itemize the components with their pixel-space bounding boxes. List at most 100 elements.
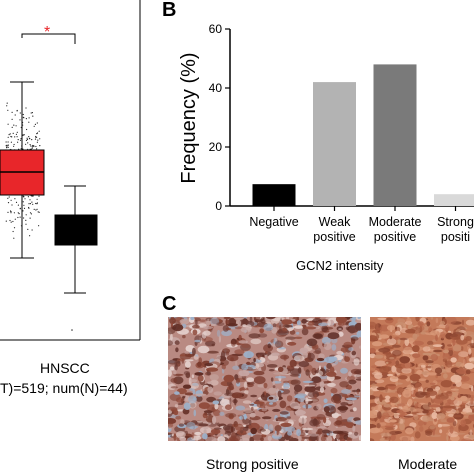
- tissue-speck: [352, 425, 356, 432]
- tumor-point: [23, 217, 25, 219]
- group-label: HNSCC: [40, 360, 90, 376]
- tissue-speck: [250, 427, 257, 435]
- tumor-point: [10, 221, 12, 223]
- tissue-speck: [298, 416, 307, 424]
- tissue-speck: [383, 403, 391, 408]
- tissue-speck: [448, 348, 453, 351]
- tissue-speck: [300, 427, 304, 433]
- tissue-speck: [376, 400, 388, 405]
- tissue-speck: [283, 386, 289, 389]
- tissue-speck: [263, 389, 270, 392]
- tissue-speck: [195, 393, 207, 396]
- tissue-speck: [276, 317, 285, 320]
- tissue-speck: [192, 329, 198, 336]
- tissue-speck: [454, 432, 466, 435]
- tissue-speck: [446, 391, 452, 394]
- tumor-point: [33, 208, 35, 210]
- tissue-speck: [416, 370, 423, 375]
- tissue-speck: [213, 391, 222, 396]
- tissue-speck: [225, 327, 231, 331]
- tissue-speck: [442, 405, 455, 409]
- tissue-speck: [214, 403, 219, 410]
- tumor-point: [35, 136, 37, 138]
- tissue-speck: [440, 331, 446, 339]
- tissue-speck: [344, 356, 350, 362]
- tissue-speck: [266, 364, 278, 368]
- tissue-speck: [174, 364, 178, 371]
- tissue-speck: [188, 395, 197, 404]
- tissue-speck: [446, 434, 449, 441]
- tissue-speck: [209, 374, 219, 381]
- tissue-speck: [331, 344, 337, 351]
- significance-bracket: [21, 33, 76, 44]
- tissue-speck: [296, 429, 301, 437]
- tissue-speck: [328, 356, 338, 362]
- tissue-speck: [323, 342, 332, 351]
- tumor-point: [37, 211, 39, 213]
- tissue-speck: [357, 317, 361, 319]
- tissue-speck: [414, 403, 419, 408]
- tissue-speck: [316, 403, 322, 410]
- tissue-speck: [407, 398, 413, 406]
- tissue-speck: [460, 334, 465, 341]
- tissue-speck: [261, 407, 267, 412]
- tissue-speck: [437, 423, 443, 428]
- tissue-speck: [458, 424, 461, 432]
- tumor-point: [39, 138, 41, 140]
- tissue-speck: [248, 333, 261, 339]
- tissue-speck: [352, 407, 357, 412]
- tissue-speck: [182, 334, 186, 339]
- tissue-speck: [435, 334, 438, 342]
- tissue-speck: [448, 330, 451, 333]
- tissue-speck: [386, 384, 396, 387]
- tumor-point: [20, 126, 22, 129]
- tumor-point: [19, 139, 22, 141]
- tissue-speck: [330, 395, 340, 403]
- tissue-speck: [250, 394, 258, 398]
- tissue-speck: [432, 427, 435, 436]
- tissue-speck: [225, 404, 232, 410]
- tissue-speck: [331, 413, 342, 417]
- tissue-speck: [436, 413, 446, 420]
- tissue-speck: [336, 350, 344, 355]
- tissue-speck: [223, 317, 231, 320]
- tumor-point: [5, 141, 7, 143]
- tissue-speck: [460, 404, 463, 408]
- tissue-speck: [289, 368, 302, 376]
- y-tick-label: 20: [209, 140, 223, 154]
- tissue-speck: [379, 324, 390, 332]
- tissue-speck: [206, 369, 210, 372]
- tumor-point: [13, 212, 15, 214]
- tissue-speck: [286, 419, 296, 422]
- tissue-speck: [171, 322, 173, 328]
- tissue-speck: [445, 317, 457, 325]
- tissue-speck: [468, 317, 474, 319]
- tissue-speck: [348, 371, 352, 377]
- tissue-speck: [426, 390, 438, 396]
- tissue-speck: [389, 335, 393, 340]
- tissue-speck: [316, 357, 325, 362]
- tissue-speck: [384, 438, 392, 441]
- tumor-point: [29, 199, 31, 201]
- tumor-point: [7, 136, 9, 138]
- tissue-speck: [283, 324, 290, 329]
- tissue-speck: [412, 345, 420, 353]
- tumor-point: [33, 145, 35, 147]
- tissue-speck: [194, 339, 201, 343]
- tumor-point: [25, 219, 27, 221]
- tissue-speck: [258, 367, 262, 371]
- bar-2: [373, 64, 417, 207]
- tissue-speck: [403, 346, 413, 354]
- tumor-point: [29, 203, 31, 205]
- tissue-speck: [216, 354, 221, 361]
- tissue-speck: [415, 317, 420, 322]
- tissue-speck: [252, 434, 264, 441]
- tissue-speck: [376, 386, 386, 391]
- tumor-point: [7, 109, 9, 111]
- tissue-speck: [204, 412, 208, 416]
- tissue-speck: [346, 375, 355, 381]
- tumor-point: [7, 141, 9, 143]
- tissue-speck: [197, 374, 204, 382]
- tissue-speck: [439, 320, 446, 326]
- tissue-speck: [338, 328, 342, 331]
